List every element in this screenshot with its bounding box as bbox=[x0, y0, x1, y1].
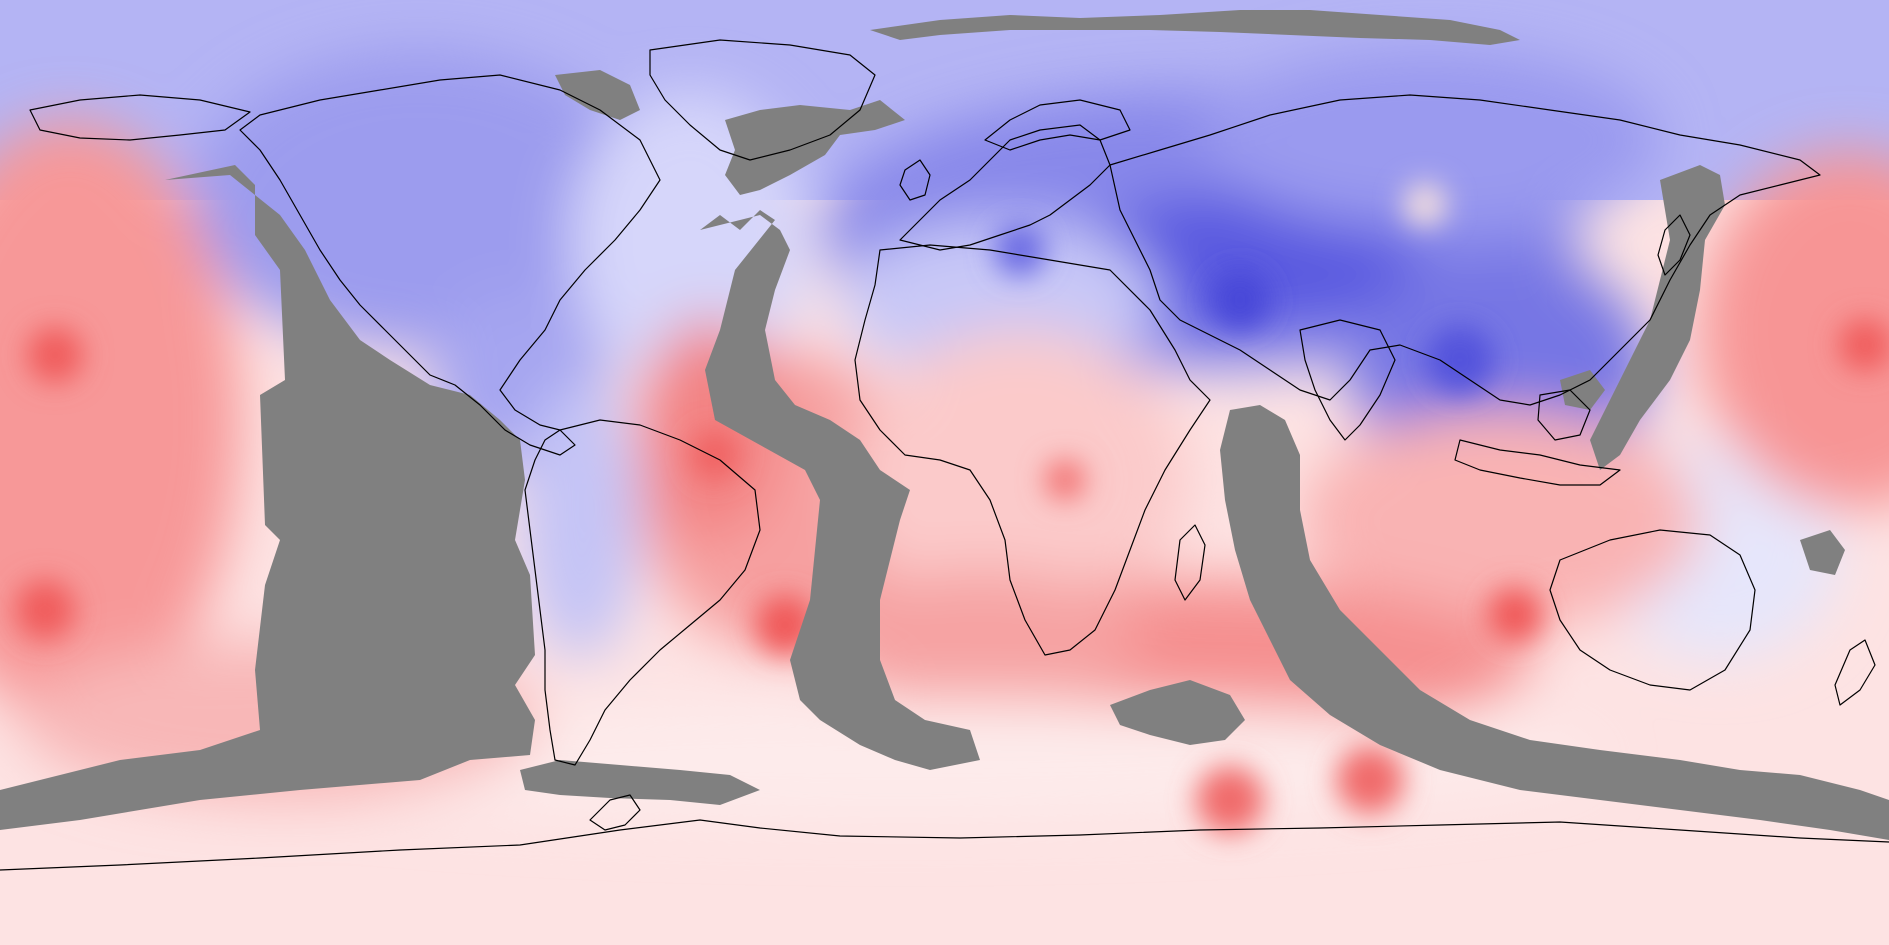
coast-antarctica bbox=[0, 819, 1889, 871]
coast-australia bbox=[1549, 529, 1756, 691]
coolspot-mediterranean bbox=[994, 224, 1046, 276]
hotspot-southern-1 bbox=[1196, 766, 1264, 834]
coast-antarctic-peninsula bbox=[589, 794, 641, 831]
coast-greenland bbox=[649, 39, 876, 161]
siberia-cool bbox=[1200, 50, 1660, 230]
coast-uk bbox=[899, 159, 931, 201]
hotspot-southern-2 bbox=[1336, 746, 1404, 814]
pacific-east-warm bbox=[1700, 150, 1889, 510]
coast-indonesia bbox=[1454, 439, 1621, 486]
missing-south-america-cap bbox=[520, 760, 760, 805]
coast-borneo bbox=[1537, 389, 1591, 441]
missing-east-pacific bbox=[0, 165, 535, 830]
coast-new-zealand bbox=[1834, 639, 1876, 706]
missing-pacific-island bbox=[1800, 530, 1845, 575]
missing-southern-mid bbox=[1110, 680, 1245, 745]
coast-madagascar bbox=[1174, 524, 1206, 601]
warmspot-siberia bbox=[1403, 183, 1447, 227]
hotspot-australia bbox=[1487, 587, 1543, 643]
missing-data-mask bbox=[0, 10, 1889, 840]
coast-south-america bbox=[524, 419, 761, 766]
hotspot-africa bbox=[1045, 460, 1085, 500]
se-atlantic-warm bbox=[820, 570, 1140, 710]
coast-north-america bbox=[239, 74, 661, 456]
tibet-cool bbox=[1080, 190, 1420, 330]
missing-indian-ocean bbox=[1220, 405, 1889, 840]
coast-japan bbox=[1657, 214, 1691, 276]
missing-north-atlantic bbox=[725, 100, 905, 195]
missing-arctic-top bbox=[870, 10, 1520, 45]
coast-alaska bbox=[29, 94, 251, 141]
coast-scandinavia bbox=[984, 99, 1131, 151]
andes-cool bbox=[520, 380, 640, 660]
hotspot-pacific-1 bbox=[27, 327, 83, 383]
africa-south-warm bbox=[850, 330, 1190, 630]
coast-africa bbox=[854, 244, 1211, 656]
hotspot-east-pacific bbox=[1839, 319, 1889, 371]
missing-greenland-edge bbox=[555, 70, 640, 120]
coast-india bbox=[1299, 319, 1396, 441]
missing-west-pacific bbox=[1590, 165, 1725, 470]
coolspot-se-asia bbox=[1426, 326, 1494, 394]
coolspot-tibet bbox=[1210, 270, 1270, 330]
coast-eurasia bbox=[1109, 94, 1821, 406]
pacific-west-warm bbox=[0, 120, 240, 720]
hotspot-brazil bbox=[691, 431, 739, 479]
coastlines bbox=[0, 39, 1889, 871]
hotspot-pacific-2 bbox=[15, 580, 75, 640]
coast-europe bbox=[899, 124, 1111, 251]
missing-philippines bbox=[1560, 370, 1605, 410]
missing-mid-atlantic bbox=[700, 210, 980, 770]
